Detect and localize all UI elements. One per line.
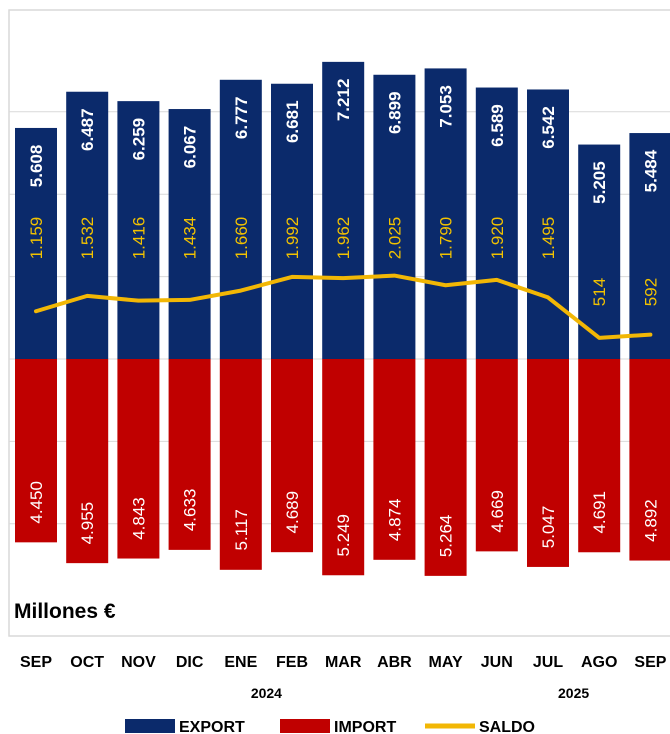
category-label: MAY <box>429 654 463 671</box>
category-label: JUL <box>533 654 563 671</box>
import-bar <box>322 359 365 576</box>
category-label: NOV <box>121 654 156 671</box>
import-value-label: 4.955 <box>78 502 97 545</box>
export-bar <box>424 68 467 360</box>
saldo-value-label: 1.992 <box>283 217 302 260</box>
export-bar <box>168 109 211 359</box>
category-label: DIC <box>176 654 204 671</box>
legend-swatch <box>280 719 330 733</box>
export-bar <box>475 87 518 359</box>
legend-label: IMPORT <box>334 719 396 734</box>
export-bar <box>271 83 313 359</box>
import-value-label: 5.117 <box>232 509 251 550</box>
saldo-value-label: 2.025 <box>385 217 404 260</box>
export-bar <box>117 101 160 359</box>
export-bar <box>578 144 621 359</box>
export-bar <box>15 127 57 359</box>
export-value-label: 6.777 <box>232 97 251 140</box>
import-value-label: 4.669 <box>488 490 507 533</box>
category-axis: SEP OCT NOV DIC ENE FEB MAR ABR MAY JUN JUL AGO SEP 2… <box>20 654 667 701</box>
import-bar <box>629 359 670 561</box>
import-bar <box>373 359 416 560</box>
export-value-label: 6.487 <box>78 108 97 151</box>
saldo-value-label: 1.962 <box>334 217 353 260</box>
category-label: ENE <box>224 654 257 671</box>
import-bar <box>168 359 211 550</box>
export-bar <box>219 79 262 359</box>
import-bar <box>578 359 621 553</box>
saldo-value-label: 1.416 <box>129 217 148 260</box>
export-value-label: 5.484 <box>641 149 660 192</box>
year-label: 2024 <box>251 685 282 701</box>
export-value-label: 7.212 <box>334 79 353 122</box>
category-label: OCT <box>70 654 104 671</box>
saldo-value-label: 1.790 <box>437 217 456 260</box>
export-bar <box>629 133 670 359</box>
category-label: JUN <box>481 654 513 671</box>
category-label: MAR <box>325 654 362 671</box>
year-label: 2025 <box>558 685 589 701</box>
export-bar <box>322 61 365 359</box>
export-value-label: 5.608 <box>27 145 46 188</box>
saldo-value-label: 1.660 <box>232 217 251 260</box>
legend-label: EXPORT <box>179 719 245 734</box>
bars <box>15 61 670 576</box>
category-label: FEB <box>276 654 308 671</box>
import-value-label: 5.249 <box>334 514 353 557</box>
saldo-value-label: 1.159 <box>27 217 46 260</box>
category-label: ABR <box>377 654 412 671</box>
import-bar <box>271 359 313 553</box>
import-bar <box>527 359 569 567</box>
export-value-label: 6.589 <box>488 104 507 147</box>
category-label: SEP <box>20 654 52 671</box>
import-bar <box>15 359 57 543</box>
import-value-label: 4.892 <box>641 499 660 542</box>
export-value-label: 6.899 <box>385 91 404 134</box>
units-label: Millones € <box>14 600 116 623</box>
export-value-label: 6.542 <box>539 106 558 149</box>
category-label: AGO <box>581 654 617 671</box>
saldo-value-label: 1.532 <box>78 217 97 260</box>
legend-label: SALDO <box>479 719 535 734</box>
export-bar <box>66 91 109 360</box>
export-bar <box>373 74 416 359</box>
saldo-value-label: 514 <box>590 278 609 306</box>
legend: EXPORT IMPORT SALDO <box>125 719 535 734</box>
legend-swatch <box>125 719 175 733</box>
import-value-label: 4.843 <box>129 497 148 540</box>
saldo-value-label: 1.434 <box>181 217 200 260</box>
import-bar <box>66 359 109 564</box>
import-value-label: 5.264 <box>437 515 456 558</box>
saldo-line-layer <box>34 273 653 340</box>
plot-area-frame <box>8 9 670 637</box>
saldo-value-label: 1.495 <box>539 217 558 260</box>
data-labels: 5.608 1.159 4.450 6.487 1.532 4.955 6.259 1.416… <box>27 79 660 558</box>
saldo-value-label: 592 <box>641 278 660 306</box>
import-bar <box>117 359 160 559</box>
export-bar <box>527 89 569 359</box>
category-label: SEP <box>634 654 666 671</box>
export-value-label: 6.681 <box>283 100 302 143</box>
import-value-label: 4.874 <box>385 499 404 542</box>
import-bar <box>424 359 467 576</box>
import-value-label: 5.047 <box>539 506 558 549</box>
import-value-label: 4.450 <box>27 481 46 524</box>
saldo-line <box>34 273 653 340</box>
import-value-label: 4.689 <box>283 491 302 534</box>
import-bar <box>219 359 262 570</box>
saldo-value-label: 1.920 <box>488 217 507 260</box>
export-value-label: 5.205 <box>590 161 609 204</box>
export-value-label: 6.067 <box>181 126 200 169</box>
import-value-label: 4.691 <box>590 491 609 534</box>
import-bar <box>475 359 518 552</box>
import-value-label: 4.633 <box>181 489 200 532</box>
export-value-label: 6.259 <box>129 118 148 161</box>
export-value-label: 7.053 <box>437 85 456 128</box>
